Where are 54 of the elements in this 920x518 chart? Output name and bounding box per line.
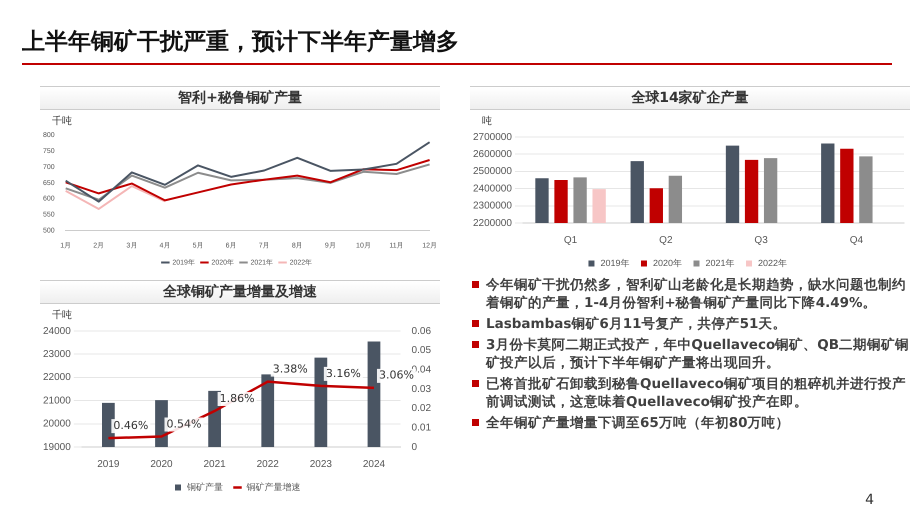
text: 4 [865, 492, 874, 508]
y-axis-title: 千吨 [52, 114, 73, 128]
y-tick-label: 22000 [42, 372, 72, 384]
text: 3月份卡莫阿二期正式投产，年中Quellaveco铜矿、QB二期铜矿铜矿投产以后，预计下半年铜矿产量将出现回升。 [470, 336, 910, 372]
legend-label: 2022年 [758, 258, 788, 268]
y-tick-label: 23000 [42, 348, 72, 360]
chart-title: 智利+秘鲁铜矿产量 [40, 86, 440, 110]
x-tick-label: 2021 [203, 458, 226, 470]
chart-title: 全球铜矿产量增量及增速 [40, 280, 440, 304]
y2-tick-label: 0.01 [412, 422, 432, 434]
y2-tick-label: 0.02 [412, 403, 432, 414]
y2-tick-label: 0.03 [412, 384, 432, 395]
x-tick-label: 2020 [150, 458, 174, 470]
x-tick-label: 2023 [310, 458, 332, 470]
data-label: 0.54% [166, 417, 202, 430]
y-tick-label: 2400000 [472, 183, 512, 194]
y-tick-label: 24000 [42, 326, 72, 337]
y2-tick-label: 0.04 [412, 364, 432, 376]
x-tick-label: Q2 [659, 234, 673, 246]
text: Lasbambas铜矿6月11号复产，共停产51天。 [470, 315, 910, 333]
legend-label: 2020年 [652, 258, 682, 268]
y-tick-label: 20000 [42, 418, 72, 430]
legend-label: 铜矿产量 [186, 482, 223, 492]
y2-tick-label: 0.05 [412, 345, 432, 356]
y-axis-title: 吨 [482, 114, 493, 128]
data-label: 3.38% [272, 362, 308, 376]
data-label: 3.16% [326, 366, 361, 380]
x-tick-label: 2024 [362, 458, 386, 470]
y-tick-label: 2600000 [472, 148, 512, 160]
legend-label: 铜矿产量增速 [246, 482, 300, 492]
y-tick-label: 19000 [42, 442, 72, 453]
legend-label: 2021年 [706, 258, 735, 268]
text: 今年铜矿干扰仍然多，智利矿山老龄化是长期趋势，缺水问题也制约着铜矿的产量，1-4月份智利+秘鲁铜矿产量同比下降4.49%。 [470, 276, 910, 312]
text: 上半年铜矿干扰严重，预计下半年产量增多 [22, 26, 892, 65]
text: 全年铜矿产量增量下调至65万吨（年初80万吨） [470, 414, 910, 432]
text: 已将首批矿石卸载到秘鲁Quellaveco铜矿项目的粗碎机并进行投产前调试测试，这意味着Quellaveco铜矿投产在即。 [470, 375, 910, 411]
x-tick-label: 2019 [97, 458, 120, 470]
x-tick-label: Q3 [754, 234, 768, 246]
legend-label: 2019年 [600, 258, 630, 268]
y2-tick-label: 0.06 [412, 326, 432, 337]
y-tick-label: 21000 [42, 395, 72, 406]
y2-tick-label: 0 [412, 442, 418, 453]
y-tick-label: 2200000 [472, 218, 512, 229]
y-tick-label: 2500000 [472, 166, 512, 178]
y-tick-label: 2300000 [472, 200, 512, 212]
chart-title: 全球14家矿企产量 [470, 86, 910, 110]
x-tick-label: Q1 [564, 234, 578, 246]
y-tick-label: 2700000 [472, 132, 512, 143]
data-label: 0.46% [113, 418, 148, 432]
x-tick-label: 2022 [256, 458, 280, 470]
x-tick-label: Q4 [850, 234, 864, 246]
y-axis-title: 千吨 [52, 308, 73, 322]
data-label: 1.86% [220, 392, 255, 405]
data-label: 3.06% [378, 368, 414, 382]
